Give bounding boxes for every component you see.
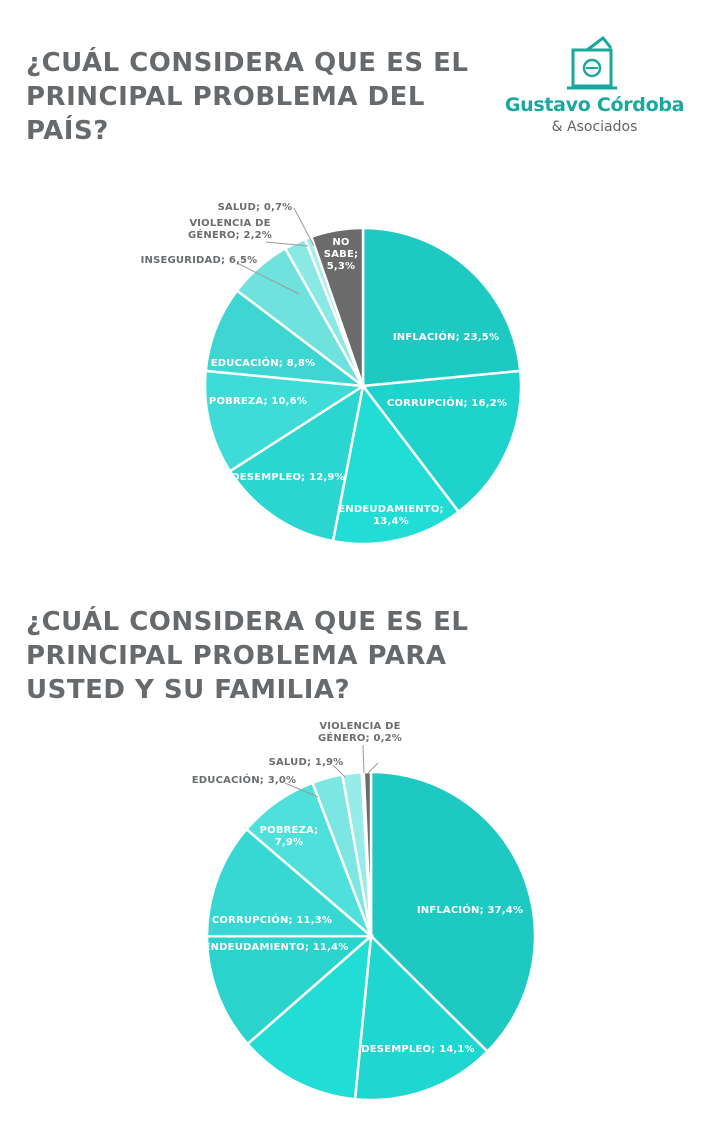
leader-line-no-sabe xyxy=(367,762,379,774)
slice-label-desempleo: DESEMPLEO; 14,1% xyxy=(361,1044,475,1055)
pie-chart-family: INFLACIÓN; 37,4% DESEMPLEO; 14,1% INSEGURI… xyxy=(166,721,537,1102)
slice-label-inseguridad: INSEGURIDAD; 12,0% xyxy=(166,1085,290,1096)
slice-label-pobreza: POBREZA; 7,9% xyxy=(260,825,319,848)
slice-label-inflacion: INFLACIÓN; 37,4% xyxy=(417,903,523,916)
chart-title-family: ¿CUÁL CONSIDERA QUE ES EL PRINCIPAL PROB… xyxy=(26,607,469,705)
slice-label-pobreza: POBREZA; 10,6% xyxy=(209,396,307,407)
slice-label-violencia-de-genero: VIOLENCIA DE GÉNERO; 0,2% xyxy=(318,721,402,744)
leader-line-salud xyxy=(332,764,346,778)
slice-label-inflacion: INFLACIÓN; 23,5% xyxy=(393,330,499,343)
slice-label-endeudamiento: ENDEUDAMIENTO; 13,4% xyxy=(338,504,444,527)
pie-slice-educacion xyxy=(204,288,368,388)
pie-chart-country: INFLACIÓN; 23,5% CORRUPCIÓN; 16,2% ENDEUDA… xyxy=(141,202,523,546)
leader-line-salud xyxy=(293,207,315,247)
pie-slice-inseguridad xyxy=(245,932,373,1101)
ballot-box-icon xyxy=(567,36,617,90)
pie-slice-no-sabe xyxy=(309,226,365,387)
brand-logo: Gustavo Córdoba & Asociados xyxy=(497,36,697,146)
leader-line-inseguridad xyxy=(236,262,300,295)
pie-slice-endeudamiento xyxy=(331,383,461,546)
pie-slice-endeudamiento xyxy=(205,934,375,1046)
pie-slice-inflacion xyxy=(361,226,522,388)
slice-label-corrupcion: CORRUPCIÓN; 11,3% xyxy=(212,913,332,926)
chart-title-country: ¿CUÁL CONSIDERA QUE ES EL PRINCIPAL PROB… xyxy=(26,48,469,146)
slice-label-salud: SALUD; 0,7% xyxy=(218,202,293,213)
slice-label-no-sabe: NO SABE; 0,7% xyxy=(368,755,456,766)
slice-label-educacion: EDUCACIÓN; 3,0% xyxy=(192,773,296,786)
leader-line-educacion xyxy=(284,782,319,798)
slice-label-no-sabe: NO SABE; 5,3% xyxy=(324,237,358,272)
slice-label-educacion: EDUCACIÓN; 8,8% xyxy=(211,356,315,369)
leader-line-violencia-de-genero xyxy=(362,744,365,774)
pie-slice-desempleo xyxy=(353,933,490,1102)
slice-label-endeudamiento: ENDEUDAMIENTO; 11,4% xyxy=(204,942,349,953)
slice-label-inseguridad: INSEGURIDAD; 6,5% xyxy=(141,255,258,266)
pie-slice-pobreza xyxy=(203,369,367,473)
leader-line-violencia-de-genero xyxy=(265,241,309,247)
pie-slice-inflacion xyxy=(369,770,537,1054)
slice-label-corrupcion: CORRUPCIÓN; 16,2% xyxy=(387,396,507,409)
brand-name: Gustavo Córdoba xyxy=(504,94,685,116)
slice-label-salud: SALUD; 1,9% xyxy=(269,757,344,768)
pie-slice-corrupcion xyxy=(205,827,375,938)
slice-label-violencia-de-genero: VIOLENCIA DE GÉNERO; 2,2% xyxy=(188,218,272,241)
pie-slice-corrupcion xyxy=(360,369,523,514)
brand-subtitle: & Asociados xyxy=(551,119,638,135)
pie-slice-desempleo xyxy=(228,383,365,543)
slice-label-desempleo: DESEMPLEO; 12,9% xyxy=(231,472,345,483)
